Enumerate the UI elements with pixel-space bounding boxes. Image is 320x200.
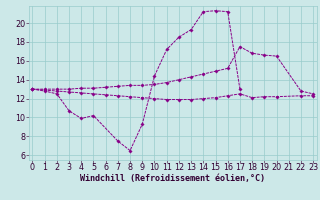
- X-axis label: Windchill (Refroidissement éolien,°C): Windchill (Refroidissement éolien,°C): [80, 174, 265, 183]
